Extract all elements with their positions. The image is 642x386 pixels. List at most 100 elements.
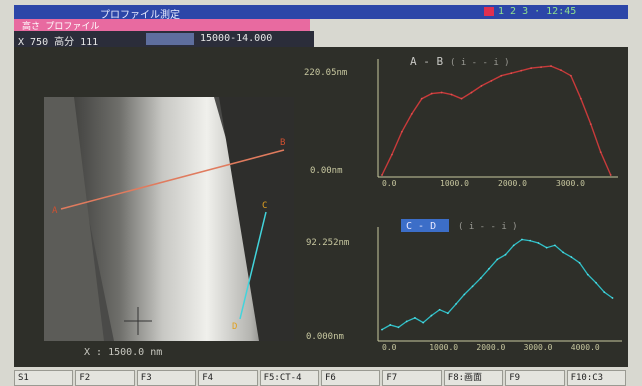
chart-point [400, 130, 403, 133]
info-left: X 750 高分 111 [18, 37, 99, 48]
chart-point [414, 317, 416, 319]
marker-c[interactable]: C [262, 201, 267, 211]
softkey-9[interactable]: F9 [505, 370, 565, 386]
marker-d[interactable]: D [232, 322, 237, 332]
chart-point [562, 251, 565, 254]
chart-ab-subtitle: ( i - - i ) [450, 58, 510, 68]
afm-image: A B C D [44, 97, 294, 341]
softkey-7[interactable]: F7 [382, 370, 442, 386]
chart-point [405, 320, 408, 323]
chart-point [578, 262, 581, 264]
record-indicator-icon [484, 7, 494, 16]
chart-ab-ymin-label: 0.00nm [310, 166, 343, 176]
chart-point [512, 244, 515, 247]
softkey-10[interactable]: F10:C3 [566, 370, 626, 386]
mode-bar[interactable]: 高さ プロファイル [14, 19, 310, 32]
chart-point [471, 285, 474, 288]
window-title: プロファイル測定 [100, 10, 180, 21]
chart-point [529, 239, 532, 242]
chart-point [611, 297, 614, 299]
chart-point [480, 85, 483, 87]
chart-point [446, 312, 449, 315]
chart-point [422, 321, 425, 324]
chart-point [455, 302, 457, 305]
softkey-bar: S1 F2 F3 F4 F5:CT-4 F6 F7 F8:画面 F9 F10:C3 [14, 370, 628, 386]
chart-point [430, 314, 433, 317]
chart-point [430, 92, 433, 95]
measurement-panel: A B C D X : 1500.0 nm A - B ( i - - i ) … [14, 47, 628, 367]
chart-point [560, 69, 562, 72]
chart-point [490, 79, 493, 82]
chart-point [438, 308, 441, 311]
chart-point [391, 153, 393, 156]
chart-ab-x-ticks: 0.0 1000.0 2000.0 3000.0 [382, 179, 585, 188]
profile-chart-ab: A - B ( i - - i ) 220.05nm 0.00nm 0.0 100… [304, 55, 618, 188]
chart-point [570, 256, 573, 258]
chart-point [450, 93, 453, 96]
chart-point [510, 72, 513, 75]
chart-point [463, 293, 466, 296]
chart-point [504, 253, 507, 256]
profile-line-cd[interactable] [239, 211, 267, 320]
info-bar: X 750 高分 111 15000-14.000 [14, 31, 314, 48]
chart-point [540, 66, 542, 68]
image-scale-label: X : 1500.0 nm [84, 347, 163, 358]
chart-point [389, 324, 392, 326]
chart-point [397, 326, 400, 329]
x-tick-label: 0.0 [382, 179, 397, 188]
afm-image-view[interactable]: A B C D [44, 97, 294, 341]
chart-point [521, 238, 523, 241]
chart-ab-points [381, 65, 612, 176]
x-tick-label: 3000.0 [524, 343, 553, 352]
softkey-6[interactable]: F6 [321, 370, 381, 386]
chart-point [381, 328, 383, 331]
profile-chart-cd: C - D ( i - - i ) 92.252nm 0.000nm 0.0 10… [306, 219, 622, 352]
softkey-3[interactable]: F3 [136, 370, 197, 386]
marker-b[interactable]: B [280, 138, 285, 148]
chart-point [530, 67, 533, 70]
softkey-4[interactable]: F4 [198, 370, 258, 386]
chart-cd-ymax-label: 92.252nm [306, 238, 349, 248]
chart-cd-title-chip [401, 219, 449, 232]
range-chip[interactable] [146, 33, 194, 45]
chart-point [550, 65, 552, 67]
chart-cd-subtitle: ( i - - i ) [458, 222, 518, 232]
mode-label: 高さ プロファイル [22, 22, 100, 32]
chart-point [460, 97, 463, 100]
softkey-8[interactable]: F8:画面 [443, 370, 504, 386]
range-value: 15000-14.000 [200, 33, 273, 44]
chart-point [381, 174, 383, 176]
chart-cd-title: C - D [406, 221, 436, 232]
chart-point [410, 113, 413, 115]
chart-point [500, 74, 503, 77]
x-tick-label: 1000.0 [440, 179, 469, 188]
softkey-2[interactable]: F2 [75, 370, 135, 386]
x-tick-label: 1000.0 [429, 343, 458, 352]
title-bar: プロファイル測定 1 2 3 · 12:45 [14, 5, 628, 21]
chart-point [603, 291, 606, 294]
chart-point [470, 91, 473, 94]
chart-point [609, 174, 612, 176]
status-readout: 1 2 3 · 12:45 [498, 6, 577, 17]
marker-a[interactable]: A [52, 206, 58, 216]
chart-cd-series-line [381, 238, 613, 331]
chart-point [570, 74, 572, 77]
profile-line-ab[interactable] [60, 149, 285, 210]
x-tick-label: 3000.0 [556, 179, 585, 188]
chart-point [479, 277, 482, 280]
chart-point [520, 69, 523, 72]
chart-cd-ymin-label: 0.000nm [306, 332, 344, 342]
chart-point [537, 242, 540, 244]
chart-point [579, 97, 582, 100]
chart-ab-series-line [381, 65, 612, 176]
x-tick-label: 4000.0 [571, 343, 600, 352]
softkey-5[interactable]: F5:CT-4 [259, 370, 319, 386]
softkey-1[interactable]: S1 [14, 370, 74, 386]
chart-point [440, 91, 443, 94]
chart-cd-points [381, 238, 614, 331]
chart-ab-title: A - B [410, 55, 443, 68]
chart-point [488, 267, 490, 270]
chart-point [595, 281, 597, 284]
chart-point [589, 123, 592, 126]
